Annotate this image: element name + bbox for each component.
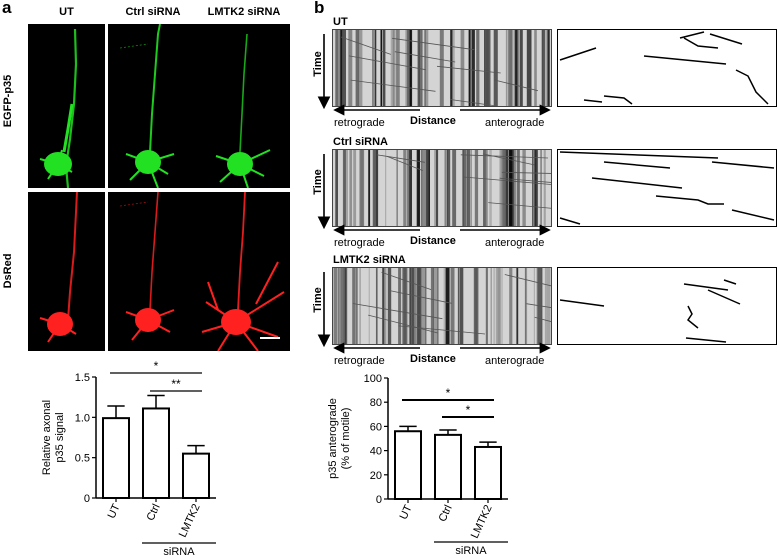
y-tick-label: 1.5 — [75, 372, 90, 384]
panel-a-letter: a — [2, 0, 12, 17]
y-axis-label: p35 anterograde(% of motile) — [327, 398, 352, 479]
significance-label: * — [446, 386, 451, 400]
column-header-ctrl: Ctrl siRNA — [125, 6, 181, 18]
kymograph-ctrl — [332, 149, 552, 227]
anterograde-label-1: anterograde — [485, 117, 545, 129]
significance-label: * — [466, 403, 471, 417]
trace-box-ut — [557, 29, 777, 107]
y-axis-label: Relative axonalp35 signal — [41, 400, 66, 475]
micrograph-dsred-ut — [28, 192, 105, 351]
y-tick-label: 60 — [370, 421, 382, 433]
x-tick-label: UT — [398, 503, 415, 522]
y-tick-label: 0 — [84, 493, 90, 505]
row-header-egfp: EGFP-p35 — [2, 74, 14, 128]
significance-label: ** — [171, 377, 181, 391]
bar-lmtk2 — [182, 452, 210, 499]
bar-ut — [394, 430, 422, 501]
significance-label: * — [154, 359, 159, 373]
retrograde-label-1: retrograde — [334, 117, 385, 129]
x-tick-label: Ctrl — [145, 502, 163, 523]
trace-box-ctrl — [557, 149, 777, 227]
kymo-label-ctrl: Ctrl siRNA — [333, 136, 389, 148]
x-tick-label: Ctrl — [437, 503, 455, 524]
anterograde-label-3: anterograde — [485, 355, 545, 367]
group-label: siRNA — [455, 545, 487, 557]
row-header-dsred: DsRed — [2, 253, 14, 289]
chart-axonal-p35: 0 0.5 1.0 1.5 Relative axonalp35 signal UT Ctr… — [41, 359, 216, 558]
micrograph-egfp-ut — [28, 24, 105, 188]
y-tick-label: 0.5 — [75, 453, 90, 465]
group-label: siRNA — [163, 546, 195, 558]
x-tick-label: LMTK2 — [177, 502, 203, 539]
y-tick-label: 80 — [370, 397, 382, 409]
x-tick-label: LMTK2 — [469, 503, 495, 540]
y-tick-label: 40 — [370, 446, 382, 458]
retrograde-label-2: retrograde — [334, 237, 385, 249]
kymo-label-ut: UT — [333, 16, 348, 28]
kymo-label-lmtk2: LMTK2 siRNA — [333, 254, 406, 266]
trace-box-lmtk2 — [557, 267, 777, 345]
column-header-ut: UT — [59, 6, 74, 18]
panel-b-letter: b — [314, 0, 325, 17]
distance-label-3: Distance — [410, 353, 456, 365]
micrograph-egfp-ctrl — [108, 24, 198, 188]
micrograph-dsred-ctrl — [108, 192, 198, 351]
y-tick-label: 100 — [364, 373, 382, 385]
bar-ctrl — [142, 407, 170, 499]
anterograde-label-2: anterograde — [485, 237, 545, 249]
x-tick-label: UT — [106, 502, 123, 521]
y-tick-label: 20 — [370, 470, 382, 482]
retrograde-label-3: retrograde — [334, 355, 385, 367]
chart-p35-anterograde: 0 20 40 60 80 100 p35 anterograde(% of motile)… — [327, 373, 508, 557]
distance-arrows — [317, 34, 551, 354]
kymograph-ut — [332, 29, 552, 107]
bar-lmtk2 — [474, 445, 502, 500]
bar-ut — [102, 417, 130, 499]
micrograph-dsred-lmtk2 — [198, 192, 290, 351]
bar-ctrl — [434, 433, 462, 500]
distance-label-2: Distance — [410, 235, 456, 247]
column-header-lmtk2: LMTK2 siRNA — [207, 6, 281, 18]
y-tick-label: 1.0 — [75, 412, 90, 424]
kymograph-lmtk2 — [332, 267, 552, 345]
y-tick-label: 0 — [376, 494, 382, 506]
micrograph-egfp-lmtk2 — [198, 24, 290, 188]
distance-label-1: Distance — [410, 115, 456, 127]
